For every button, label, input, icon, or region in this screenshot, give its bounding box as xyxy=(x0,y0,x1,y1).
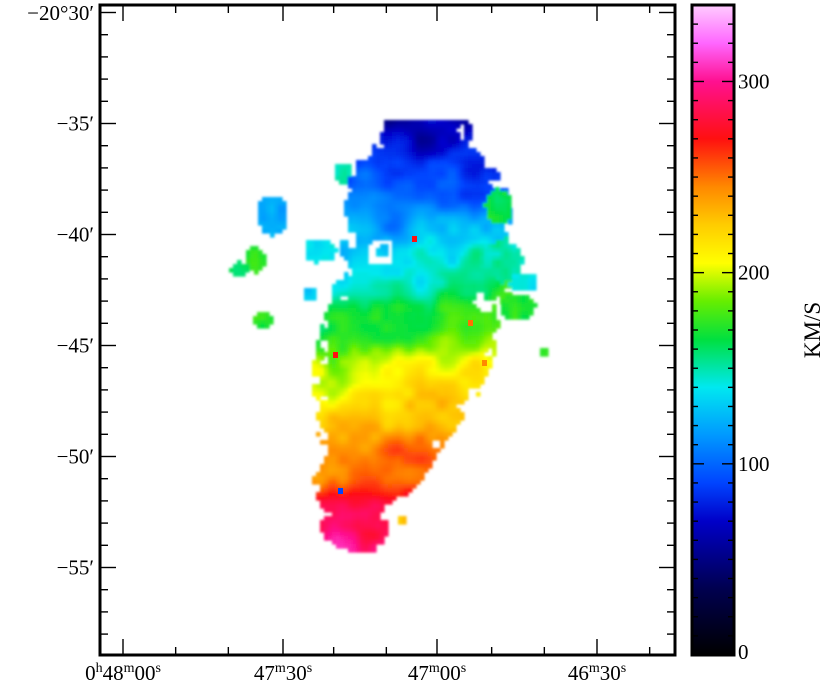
x-tick-label: 47m​00s​ xyxy=(408,661,466,685)
y-tick-label: −55′ xyxy=(57,556,94,580)
velocity-field-pixels xyxy=(229,120,549,553)
colorbar-tick-label: 300 xyxy=(738,69,770,93)
y-tick-label: −45′ xyxy=(57,334,94,358)
colorbar-tick-label: 100 xyxy=(738,452,770,476)
colorbar: 0 100 200 300 KM/S xyxy=(690,3,825,664)
plot-frame xyxy=(98,3,677,657)
colorbar-tick-labels: 0 100 200 300 xyxy=(738,69,770,664)
x-tick-label: 46m​30s​ xyxy=(568,661,626,685)
colorbar-tick-label: 200 xyxy=(738,261,770,285)
velocity-spot xyxy=(482,360,487,366)
colorbar-frame xyxy=(690,3,736,657)
x-tick-label: 0h​48m​00s​ xyxy=(85,661,161,685)
y-tick-label: −35′ xyxy=(57,112,94,136)
x-tick-label: 47m​30s​ xyxy=(254,661,312,685)
velocity-field-map xyxy=(229,120,549,553)
velocity-spot xyxy=(338,488,343,494)
y-tick-label: −40′ xyxy=(57,223,94,247)
colorbar-tick-label: 0 xyxy=(738,640,749,664)
x-axis-tick-labels: 0h​48m​00s​ 47m​30s​ 47m​00s​ 46m​30s​ xyxy=(85,661,626,685)
velocity-spot xyxy=(468,320,473,326)
colorbar-scale xyxy=(692,5,734,655)
velocity-spot xyxy=(412,236,417,242)
y-axis-tick-labels: −20°30′ −35′ −40′ −45′ −50′ −55′ xyxy=(27,1,94,580)
plot-area xyxy=(98,3,677,657)
velocity-spot xyxy=(333,352,338,358)
y-tick-label: −20°30′ xyxy=(27,1,94,25)
y-tick-label: −50′ xyxy=(57,445,94,469)
plot-ticks xyxy=(100,5,675,655)
colorbar-label: KM/S xyxy=(800,302,825,358)
